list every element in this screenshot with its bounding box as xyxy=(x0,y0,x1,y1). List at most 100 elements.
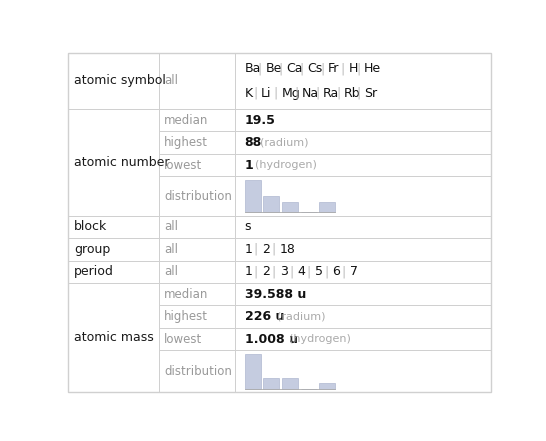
Bar xyxy=(159,131,235,154)
Text: 6: 6 xyxy=(333,265,340,278)
Text: |: | xyxy=(271,243,276,256)
Text: Rb: Rb xyxy=(343,87,360,100)
Bar xyxy=(235,109,491,131)
Text: atomic mass: atomic mass xyxy=(74,331,154,344)
Text: median: median xyxy=(164,114,209,127)
Bar xyxy=(235,53,491,109)
Text: median: median xyxy=(164,288,209,301)
Text: Mg: Mg xyxy=(281,87,300,100)
Text: |: | xyxy=(299,62,304,75)
Text: |: | xyxy=(289,265,293,278)
Text: |: | xyxy=(342,265,346,278)
Text: |: | xyxy=(324,265,328,278)
Text: 19.5: 19.5 xyxy=(245,114,276,127)
Text: (radium): (radium) xyxy=(260,138,309,148)
Bar xyxy=(319,202,335,212)
Bar xyxy=(282,377,298,389)
Text: 39.588 u: 39.588 u xyxy=(245,288,306,301)
Bar xyxy=(235,176,491,216)
Text: |: | xyxy=(357,87,361,100)
Text: distribution: distribution xyxy=(164,365,232,378)
Text: K: K xyxy=(245,87,253,100)
Text: (hydrogen): (hydrogen) xyxy=(254,160,317,170)
Text: |: | xyxy=(278,62,283,75)
Bar xyxy=(68,261,159,283)
Text: 2: 2 xyxy=(262,265,270,278)
Text: |: | xyxy=(254,265,258,278)
Text: Cs: Cs xyxy=(307,62,322,75)
Text: |: | xyxy=(253,87,257,100)
Text: 3: 3 xyxy=(280,265,288,278)
Text: |: | xyxy=(315,87,319,100)
Text: 1: 1 xyxy=(245,243,253,256)
Text: 5: 5 xyxy=(315,265,323,278)
Text: Ba: Ba xyxy=(245,62,261,75)
Text: atomic number: atomic number xyxy=(74,156,170,169)
Bar xyxy=(68,283,159,392)
Bar xyxy=(235,306,491,328)
Text: |: | xyxy=(320,62,324,75)
Text: Ra: Ra xyxy=(323,87,339,100)
Text: period: period xyxy=(74,265,114,278)
Text: |: | xyxy=(254,243,258,256)
Text: block: block xyxy=(74,220,108,233)
Text: 4: 4 xyxy=(298,265,305,278)
Text: 226 u: 226 u xyxy=(245,310,284,323)
Bar xyxy=(68,238,159,261)
Bar xyxy=(235,238,491,261)
Bar xyxy=(263,196,280,212)
Text: Fr: Fr xyxy=(328,62,339,75)
Text: 1: 1 xyxy=(245,159,253,172)
Text: (radium): (radium) xyxy=(277,312,326,322)
Text: Sr: Sr xyxy=(364,87,377,100)
Bar xyxy=(319,383,335,389)
Bar xyxy=(159,306,235,328)
Text: He: He xyxy=(364,62,381,75)
Bar xyxy=(68,216,159,238)
Text: highest: highest xyxy=(164,310,209,323)
Bar xyxy=(159,109,235,131)
Bar xyxy=(159,154,235,176)
Bar xyxy=(159,328,235,351)
Bar xyxy=(235,131,491,154)
Text: 88: 88 xyxy=(245,136,262,149)
Bar xyxy=(245,180,261,212)
Bar xyxy=(245,355,261,389)
Text: group: group xyxy=(74,243,110,256)
Bar xyxy=(68,109,159,216)
Text: |: | xyxy=(357,62,361,75)
Text: |: | xyxy=(258,62,262,75)
Bar xyxy=(235,283,491,306)
Bar xyxy=(235,154,491,176)
Text: 18: 18 xyxy=(280,243,296,256)
Text: all: all xyxy=(164,243,179,256)
Text: 2: 2 xyxy=(262,243,270,256)
Text: |: | xyxy=(341,62,345,75)
Text: all: all xyxy=(164,265,179,278)
Text: (hydrogen): (hydrogen) xyxy=(289,334,351,344)
Bar xyxy=(159,283,235,306)
Text: Li: Li xyxy=(260,87,271,100)
Text: |: | xyxy=(274,87,278,100)
Bar xyxy=(159,351,235,392)
Text: 7: 7 xyxy=(350,265,358,278)
Bar xyxy=(159,238,235,261)
Text: H: H xyxy=(348,62,358,75)
Text: distribution: distribution xyxy=(164,190,232,202)
Bar xyxy=(159,53,235,109)
Text: lowest: lowest xyxy=(164,159,203,172)
Bar xyxy=(263,377,280,389)
Text: |: | xyxy=(306,265,311,278)
Text: atomic symbol: atomic symbol xyxy=(74,75,166,87)
Text: 1: 1 xyxy=(245,265,253,278)
Text: Ca: Ca xyxy=(286,62,302,75)
Text: highest: highest xyxy=(164,136,209,149)
Bar xyxy=(159,261,235,283)
Text: all: all xyxy=(164,220,179,233)
Text: |: | xyxy=(271,265,276,278)
Text: |: | xyxy=(336,87,340,100)
Bar xyxy=(282,202,298,212)
Text: Be: Be xyxy=(265,62,282,75)
Text: lowest: lowest xyxy=(164,333,203,346)
Text: 1.008 u: 1.008 u xyxy=(245,333,298,346)
